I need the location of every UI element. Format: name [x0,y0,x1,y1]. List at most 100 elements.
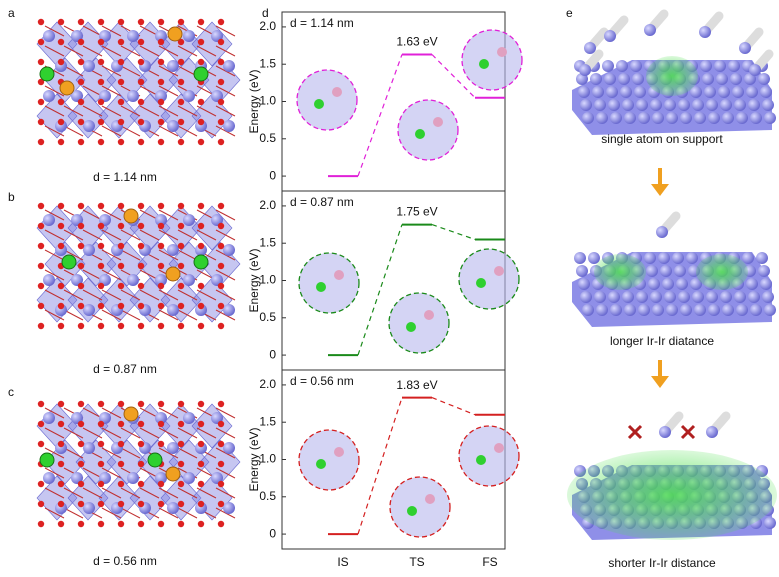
panel-label: a [8,6,15,20]
ir-atom [223,304,235,316]
bond [177,249,198,261]
bond [82,105,103,117]
connector [431,397,476,416]
bond [215,125,236,137]
o-atom [37,420,45,428]
bond [120,309,141,321]
support-atom [730,73,742,85]
bond [101,229,122,241]
o-atom [197,460,205,468]
y-tick-label: 0 [269,347,276,361]
bond [44,289,65,301]
support-atom [666,304,678,316]
o-atom [97,400,105,408]
bond [120,507,141,519]
o-atom [117,222,125,230]
octahedron [98,475,140,521]
blocked-mark [627,424,643,440]
support-atom [732,86,744,98]
bond [196,289,217,301]
molecule [584,42,596,54]
support-atom [672,252,684,264]
scheme-caption: shorter Ir-Ir distance [608,556,716,570]
support-atom [762,291,774,303]
structure-inset [296,69,358,131]
bond [44,85,65,97]
support-atom [720,291,732,303]
support-atom [638,112,650,124]
o-atom [37,500,45,508]
support-atom [714,60,726,72]
o-atom [77,400,85,408]
o-atom [177,78,185,86]
o-atom [117,500,125,508]
structure-inset [397,99,459,161]
ir-atom [223,244,235,256]
structure-inset [458,425,520,487]
bond [158,289,179,301]
value-label: 1.75 eV [396,205,437,219]
o-atom [57,222,65,230]
o-atom [77,440,85,448]
inset-atom [316,459,326,469]
support-atom [748,99,760,111]
o-atom [117,18,125,26]
inset-atom [479,59,489,69]
o-atom [137,500,145,508]
support-atom [620,86,632,98]
support-atom [636,291,648,303]
o-atom [197,38,205,46]
o-atom [97,500,105,508]
bond [196,487,217,499]
bond [44,407,65,419]
support-atom [574,252,586,264]
x-tick-label: IS [337,555,348,569]
o-atom [177,302,185,310]
bond [44,45,65,57]
support-atom [622,291,634,303]
bond [82,289,103,301]
support-atom [650,99,662,111]
octahedron [98,93,140,139]
o-atom [177,262,185,270]
bond [196,105,217,117]
annotation: d = 0.87 nm [290,195,354,209]
molecule [659,426,671,438]
bond [158,209,179,221]
bond [215,45,236,57]
support-atom [576,265,588,277]
o-atom [197,138,205,146]
o-atom [57,98,65,106]
o-atom [157,78,165,86]
o-atom [37,98,45,106]
bond [101,487,122,499]
ir-atom [127,30,139,42]
bond [215,249,236,261]
o-atom [177,282,185,290]
structure-inset [389,476,451,538]
bond [215,309,236,321]
o-atom [157,222,165,230]
o-atom [217,242,225,250]
orange-atom [123,208,139,224]
inset-atom [433,117,443,127]
single-atom-glow [696,254,748,290]
o-atom [57,242,65,250]
o-atom [117,262,125,270]
bond [177,45,198,57]
o-atom [77,222,85,230]
o-atom [137,18,145,26]
support-atom [608,291,620,303]
inset-atom [316,282,326,292]
support-atom [692,291,704,303]
o-atom [57,322,65,330]
bond [101,507,122,519]
o-atom [197,400,205,408]
ir-atom [223,442,235,454]
bond [215,105,236,117]
ir-atom [167,502,179,514]
molecule [604,30,616,42]
o-atom [97,58,105,66]
o-atom [77,98,85,106]
o-atom [137,38,145,46]
